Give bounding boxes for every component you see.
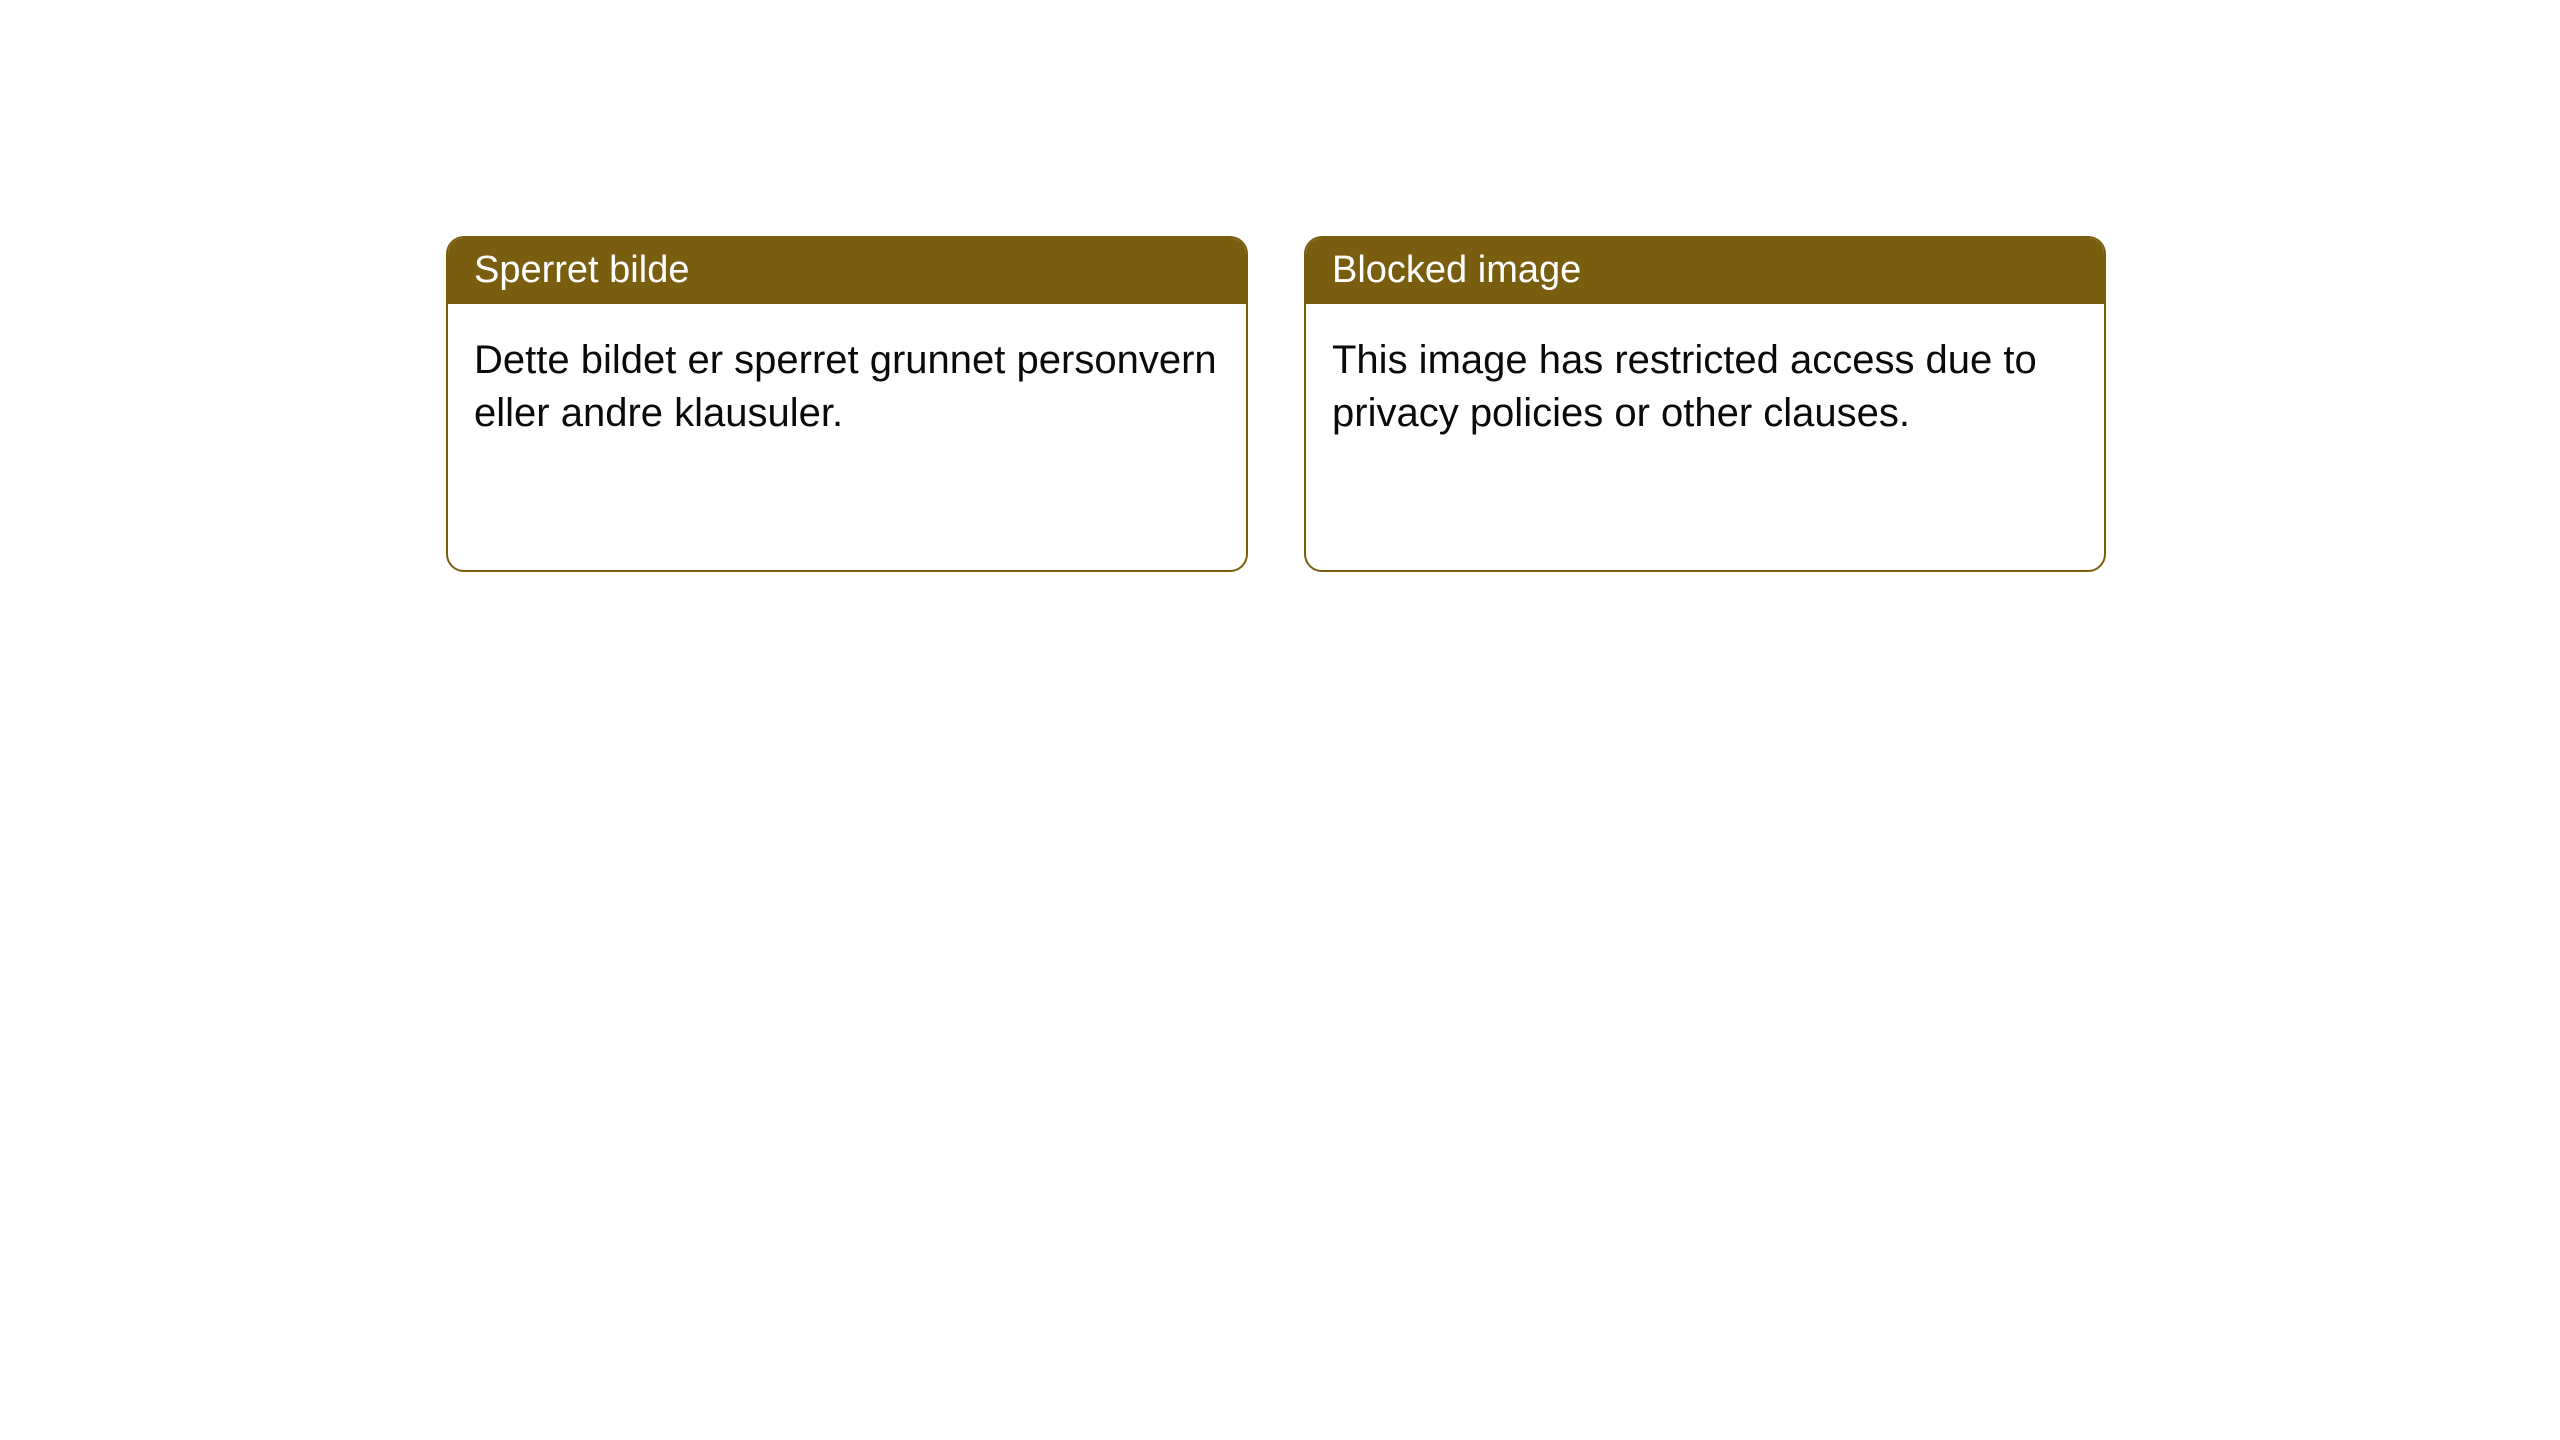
notice-header: Blocked image	[1306, 238, 2104, 304]
notice-card-blocked-image-en: Blocked image This image has restricted …	[1304, 236, 2106, 572]
notice-header: Sperret bilde	[448, 238, 1246, 304]
notice-card-blocked-image-no: Sperret bilde Dette bildet er sperret gr…	[446, 236, 1248, 572]
notice-cards-container: Sperret bilde Dette bildet er sperret gr…	[446, 236, 2106, 572]
notice-body: Dette bildet er sperret grunnet personve…	[448, 304, 1246, 470]
notice-body: This image has restricted access due to …	[1306, 304, 2104, 470]
